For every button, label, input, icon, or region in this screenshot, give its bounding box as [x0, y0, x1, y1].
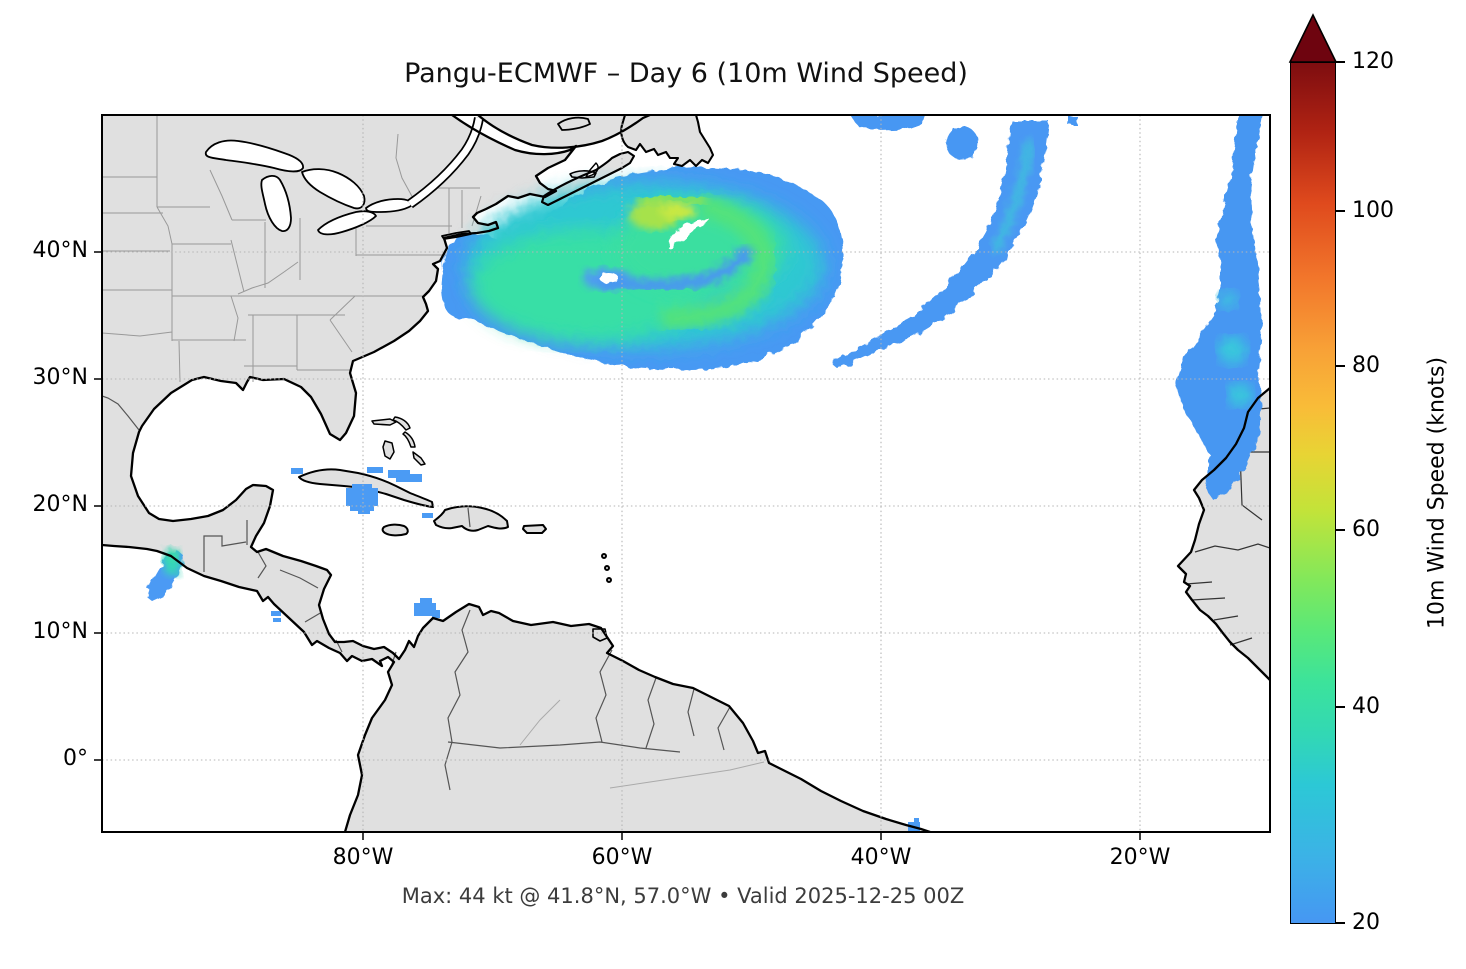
wind-layer — [146, 115, 1262, 832]
wind-frontal-arc — [832, 121, 1049, 369]
coastline-layer — [102, 115, 1270, 832]
colorbar-arrow-triangle — [1288, 13, 1338, 63]
wind-north-patches — [850, 115, 1077, 160]
country-borders — [102, 395, 731, 791]
axis-tick-marks — [94, 251, 1141, 840]
wind-canary-band — [1176, 115, 1262, 500]
xtick-60w: 60°W — [591, 845, 653, 870]
axes-frame — [101, 114, 1271, 833]
ytick-30n: 30°N — [32, 365, 88, 390]
colorbar-extend-arrow — [1288, 13, 1338, 63]
colorbar-label-100: 100 — [1352, 198, 1394, 223]
colorbar-axis-label: 10m Wind Speed (knots) — [1424, 356, 1450, 630]
colorbar-tick-120 — [1336, 61, 1345, 63]
colorbar-tick-60 — [1336, 529, 1345, 531]
ytick-40n: 40°N — [32, 238, 88, 263]
wind-cyclone-blob — [441, 167, 844, 370]
ytick-20n: 20°N — [32, 492, 88, 517]
xtick-20w: 20°W — [1109, 845, 1171, 870]
ytick-0: 0° — [63, 746, 88, 771]
colorbar-label-80: 80 — [1352, 353, 1380, 378]
xtick-80w: 80°W — [332, 845, 394, 870]
colorbar-tick-20 — [1336, 922, 1345, 924]
colorbar-label-20: 20 — [1352, 910, 1380, 935]
colorbar-tick-80 — [1336, 365, 1345, 367]
colorbar-label-60: 60 — [1352, 517, 1380, 542]
colorbar-label-120: 120 — [1352, 49, 1394, 74]
st-lawrence-river — [407, 117, 484, 209]
ytick-10n: 10°N — [32, 619, 88, 644]
max-wind-caption: Max: 44 kt @ 41.8°N, 57.0°W • Valid 2025… — [401, 884, 965, 908]
colorbar — [1290, 62, 1336, 924]
colorbar-tick-40 — [1336, 706, 1345, 708]
colorbar-label-40: 40 — [1352, 694, 1380, 719]
gridlines — [102, 115, 1270, 832]
xtick-40w: 40°W — [850, 845, 912, 870]
rivers — [519, 699, 765, 789]
colorbar-tick-100 — [1336, 210, 1345, 212]
lakes-layer — [204, 139, 599, 236]
chart-title: Pangu-ECMWF – Day 6 (10m Wind Speed) — [404, 58, 968, 89]
